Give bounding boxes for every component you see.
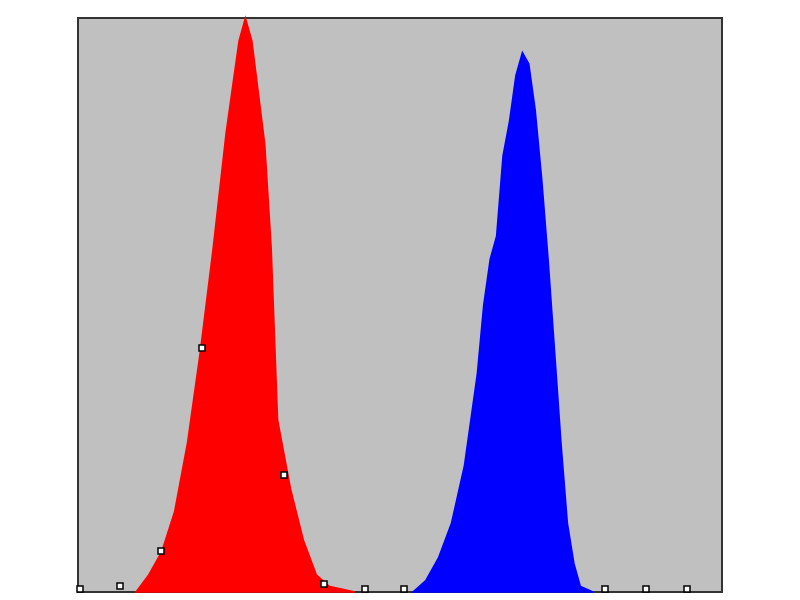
marker (400, 585, 408, 593)
gate-markers (76, 344, 691, 593)
marker (361, 585, 369, 593)
marker (157, 547, 165, 555)
marker (198, 344, 206, 352)
marker (683, 585, 691, 593)
marker (642, 585, 650, 593)
marker (601, 585, 609, 593)
marker (280, 471, 288, 479)
marker (76, 585, 84, 593)
marker (116, 582, 124, 590)
marker (320, 580, 328, 588)
histogram-area (410, 50, 594, 593)
plot-area (77, 17, 723, 593)
